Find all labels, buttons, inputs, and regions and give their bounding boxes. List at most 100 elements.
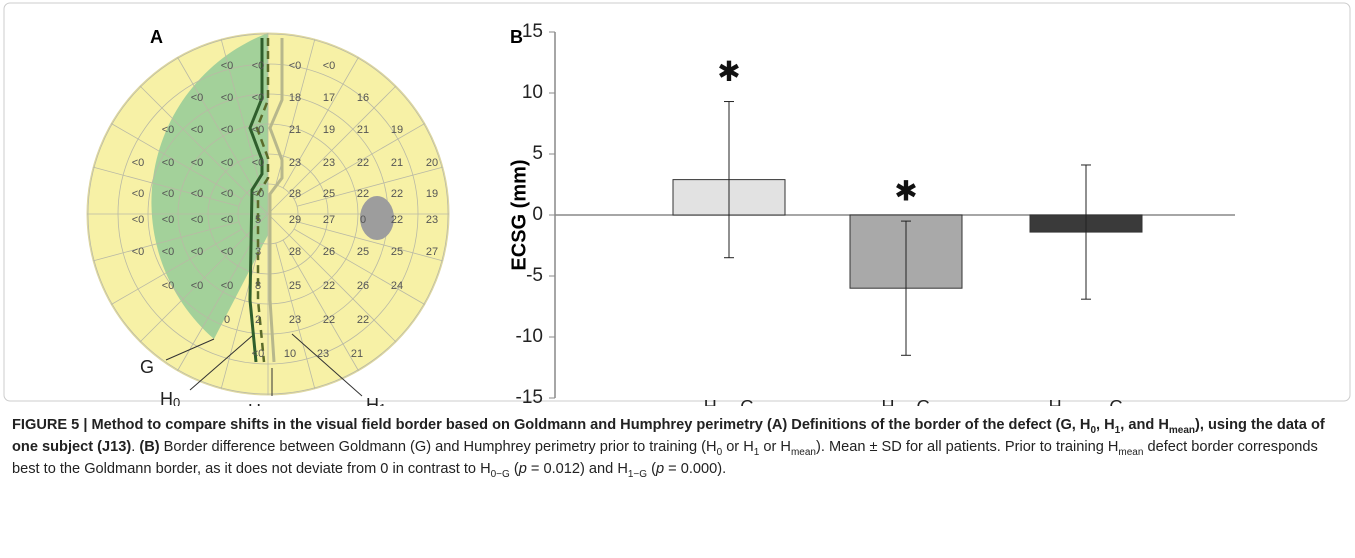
threshold-value: <0 <box>191 157 204 169</box>
threshold-value: 27 <box>426 246 438 258</box>
caption-run: or H <box>722 439 754 455</box>
threshold-value: <0 <box>191 246 204 258</box>
threshold-value: 19 <box>391 124 403 136</box>
threshold-value: <0 <box>191 92 204 104</box>
threshold-value: 27 <box>323 214 335 226</box>
y-tick-label: -10 <box>516 326 543 347</box>
threshold-value: <0 <box>252 348 265 360</box>
caption-run: p <box>656 461 664 477</box>
threshold-value: <0 <box>162 124 175 136</box>
threshold-value: 19 <box>426 188 438 200</box>
threshold-value: <0 <box>221 124 234 136</box>
threshold-value: 25 <box>391 246 403 258</box>
threshold-value: <0 <box>252 157 265 169</box>
threshold-value: 8 <box>255 280 261 292</box>
caption-run: or H <box>759 439 791 455</box>
threshold-value: <0 <box>289 60 302 72</box>
border-label-base: H <box>366 395 379 406</box>
threshold-value: 0 <box>224 314 230 326</box>
border-label-base: H <box>248 401 261 406</box>
border-label: G <box>140 357 154 377</box>
threshold-value: 26 <box>357 280 369 292</box>
threshold-value: <0 <box>221 60 234 72</box>
caption-run: p <box>519 461 527 477</box>
threshold-value: <0 <box>132 214 145 226</box>
threshold-value: 21 <box>351 348 363 360</box>
threshold-value: <0 <box>191 214 204 226</box>
threshold-value: <0 <box>252 124 265 136</box>
threshold-value: 16 <box>357 92 369 104</box>
y-axis-title: ECSG (mm) <box>508 159 530 270</box>
threshold-value: 23 <box>289 157 301 169</box>
x-tick-label: Hₘₑₐₙ - G <box>1049 397 1124 406</box>
y-tick-label: -15 <box>516 387 543 406</box>
threshold-value: <0 <box>132 157 145 169</box>
threshold-value: 19 <box>323 124 335 136</box>
page: A <0<0<0<0<0<0<0181716<0<0<0<021192119<0… <box>0 0 1355 558</box>
y-tick-label: 15 <box>522 21 543 42</box>
significance-marker: ✱ <box>717 56 740 87</box>
threshold-value: <0 <box>162 246 175 258</box>
x-tick-label: H₁ - G <box>881 397 930 406</box>
caption-run: ( <box>647 461 656 477</box>
threshold-value: <0 <box>221 214 234 226</box>
threshold-value: <0 <box>132 246 145 258</box>
threshold-value: <0 <box>191 280 204 292</box>
significance-marker: ✱ <box>894 175 917 206</box>
threshold-value: 2 <box>255 314 261 326</box>
caption-run: , H <box>1096 417 1115 433</box>
threshold-value: 5 <box>255 214 261 226</box>
caption-run: ). Mean ± SD for all patients. Prior to … <box>816 439 1118 455</box>
threshold-value: 20 <box>426 157 438 169</box>
threshold-value: 17 <box>323 92 335 104</box>
threshold-value: <0 <box>132 188 145 200</box>
threshold-value: 22 <box>357 157 369 169</box>
threshold-value: 29 <box>289 214 301 226</box>
threshold-value: 22 <box>357 314 369 326</box>
threshold-value: <0 <box>221 188 234 200</box>
caption: FIGURE 5 | Method to compare shifts in t… <box>12 414 1342 480</box>
border-label-sub: 1 <box>379 401 386 406</box>
x-tick-label: H₀ - G <box>704 397 754 406</box>
threshold-value: 23 <box>317 348 329 360</box>
caption-run: Border difference between Goldmann (G) a… <box>160 439 717 455</box>
threshold-value: 10 <box>284 348 296 360</box>
caption-run: (B) <box>139 439 159 455</box>
threshold-value: 28 <box>289 188 301 200</box>
border-label: H0 <box>160 389 180 406</box>
border-label: Hmean <box>248 401 294 406</box>
threshold-value: 18 <box>289 92 301 104</box>
caption-run: mean <box>791 447 816 458</box>
threshold-value: 22 <box>391 188 403 200</box>
threshold-value: <0 <box>162 188 175 200</box>
threshold-value: 21 <box>391 157 403 169</box>
caption-run: mean <box>1169 425 1195 436</box>
threshold-value: <0 <box>221 246 234 258</box>
threshold-value: 22 <box>323 314 335 326</box>
caption-run: 0−G <box>491 469 510 480</box>
threshold-value: <0 <box>221 92 234 104</box>
y-tick-label: -5 <box>526 265 543 286</box>
border-label-base: H <box>160 389 173 406</box>
threshold-value: <0 <box>221 157 234 169</box>
caption-run: ( <box>510 461 519 477</box>
threshold-value: 23 <box>426 214 438 226</box>
border-label-base: G <box>140 357 154 377</box>
threshold-value: <0 <box>323 60 336 72</box>
y-tick-label: 0 <box>532 204 543 225</box>
y-tick-label: 5 <box>532 143 543 164</box>
threshold-value: 23 <box>289 314 301 326</box>
border-label: H1 <box>366 395 386 406</box>
threshold-value: <0 <box>162 214 175 226</box>
threshold-value: 0 <box>360 214 366 226</box>
threshold-value: 26 <box>323 246 335 258</box>
threshold-value: <0 <box>191 124 204 136</box>
threshold-value: <0 <box>191 188 204 200</box>
threshold-value: <0 <box>221 280 234 292</box>
threshold-value: <0 <box>252 60 265 72</box>
panel-label: A <box>150 27 163 47</box>
threshold-value: 28 <box>289 246 301 258</box>
caption-run: , and H <box>1120 417 1169 433</box>
caption-run: mean <box>1118 447 1143 458</box>
